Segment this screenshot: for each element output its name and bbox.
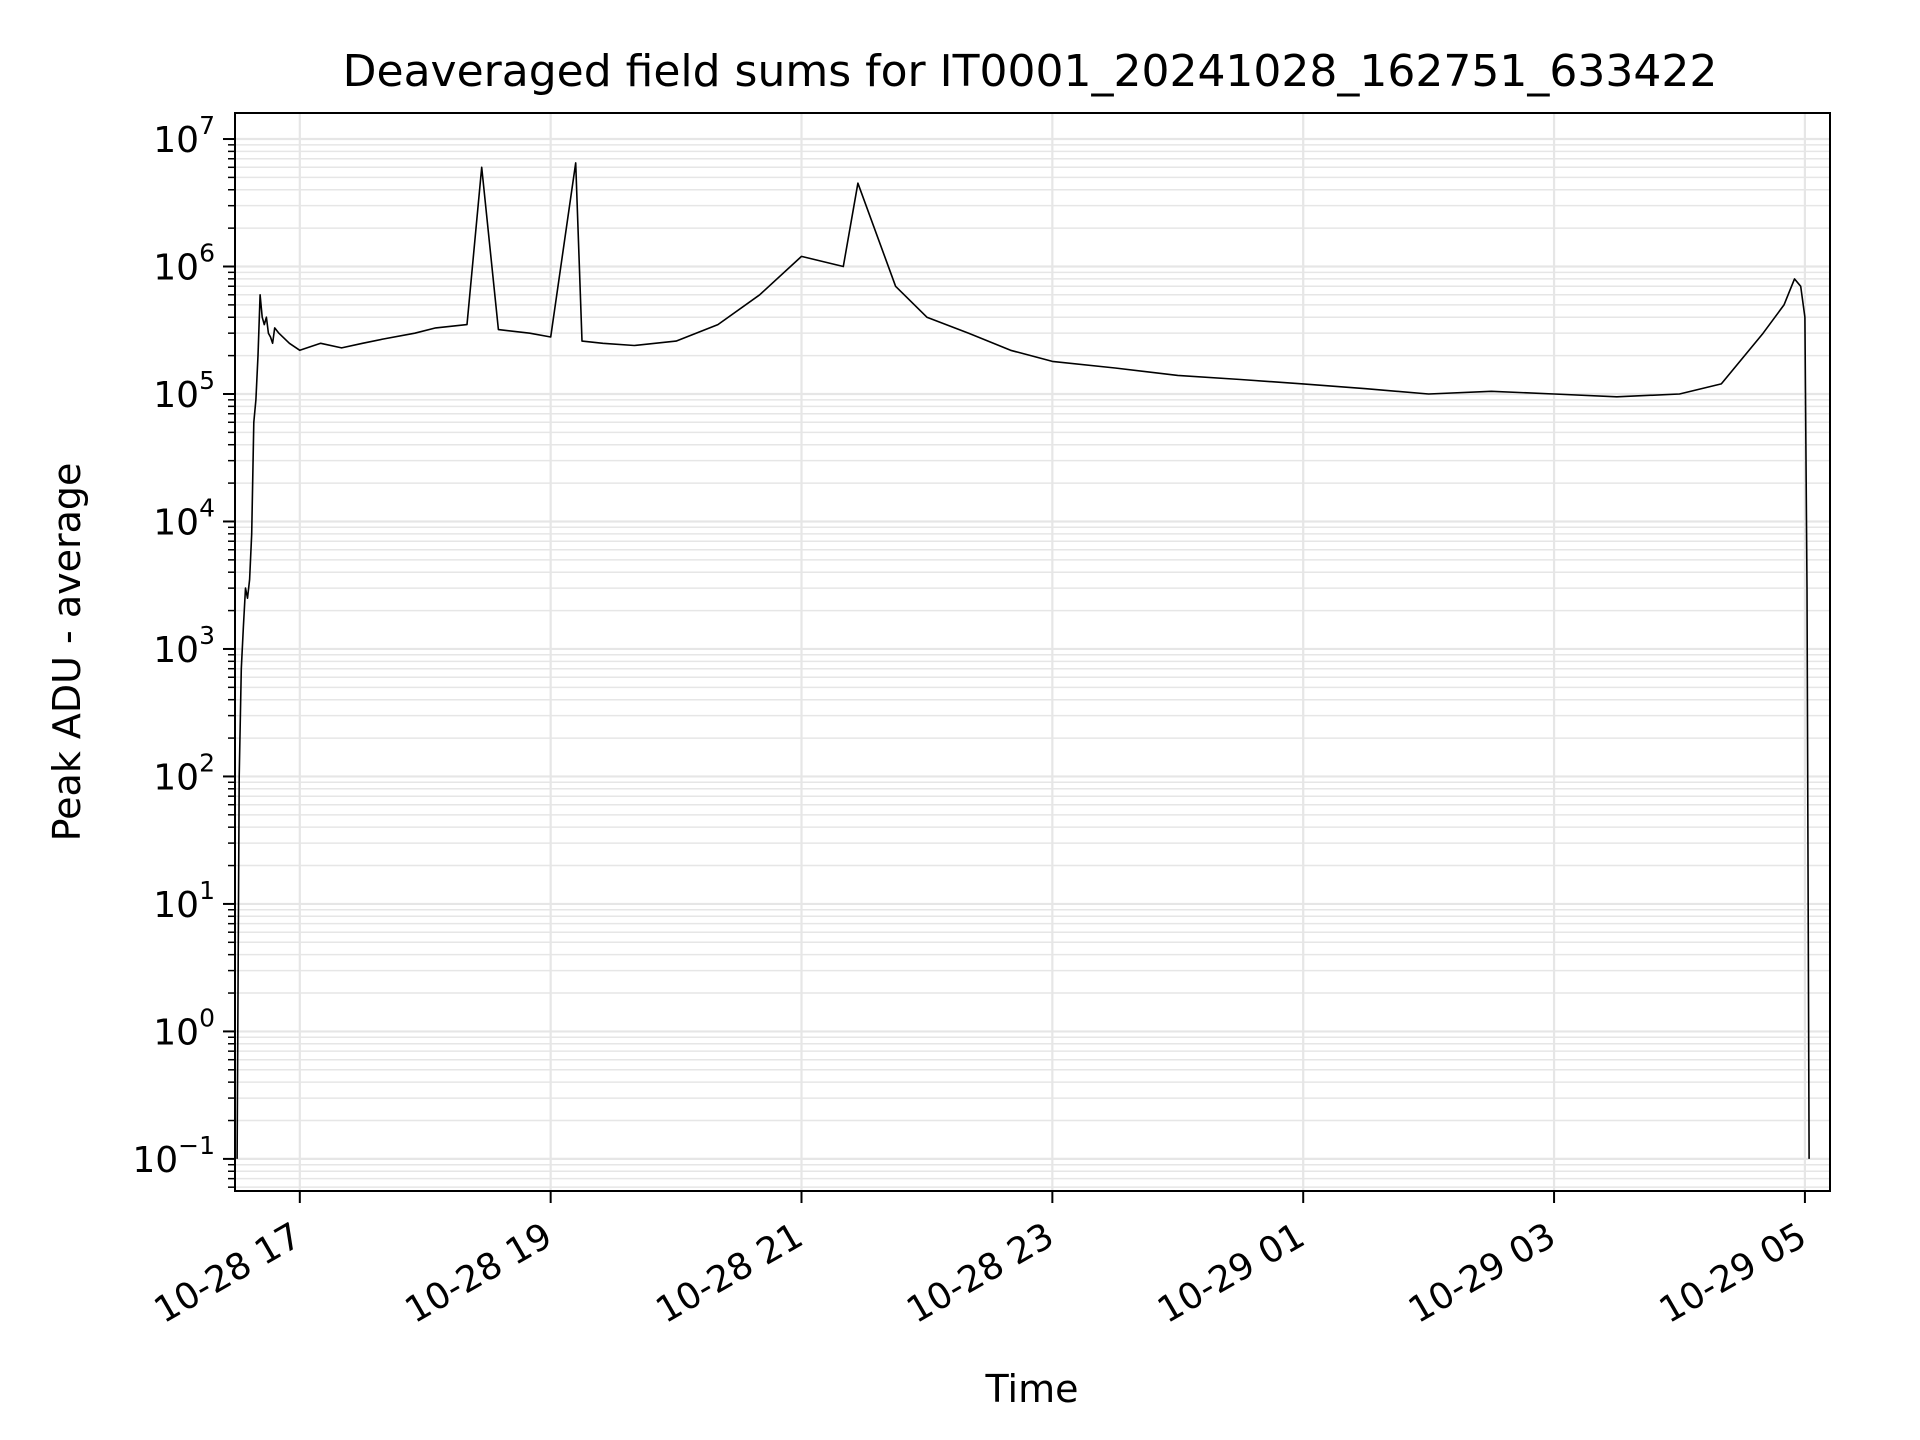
x-axis-label: Time: [985, 1367, 1079, 1411]
y-tick-label: 103: [153, 621, 215, 671]
plot-frame: [234, 112, 1831, 1192]
y-tick-label: 102: [153, 748, 215, 798]
y-tick-label: 10−1: [132, 1131, 215, 1181]
series-line: [236, 162, 1810, 1159]
y-tick-label: 107: [153, 111, 215, 161]
y-axis-ticks: 10−1 100 101 102 103 104 105 106 107: [132, 111, 235, 1188]
y-tick-label: 101: [153, 876, 215, 926]
y-tick-label: 100: [153, 1003, 215, 1053]
y-tick-label: 106: [153, 239, 215, 289]
data-series: [236, 162, 1810, 1159]
y-tick-label: 104: [153, 493, 215, 543]
chart-title: Deaveraged field sums for IT0001_2024102…: [343, 46, 1718, 97]
y-tick-label: 105: [153, 366, 215, 416]
grid: [235, 113, 1830, 1191]
y-axis-label: Peak ADU - average: [45, 463, 89, 842]
